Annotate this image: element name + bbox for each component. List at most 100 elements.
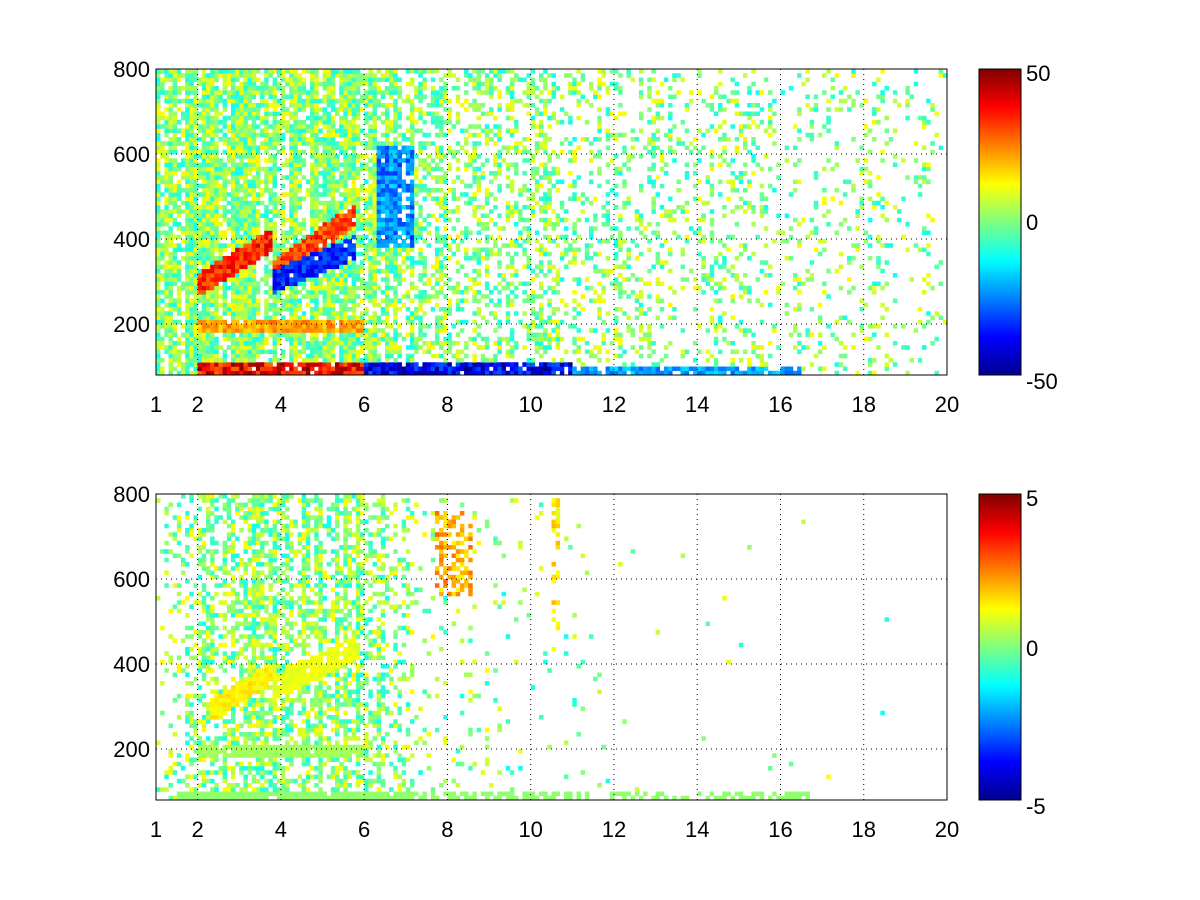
- heatmap-cell: [168, 251, 173, 257]
- heatmap-cell: [214, 230, 219, 236]
- heatmap-cell: [193, 285, 198, 291]
- heatmap-cell: [243, 234, 248, 240]
- heatmap-cell: [160, 247, 165, 253]
- heatmap-cell: [255, 247, 261, 253]
- heatmap-cell: [310, 247, 315, 253]
- heatmap-cell: [368, 370, 373, 376]
- heatmap-cell: [480, 366, 486, 372]
- heatmap-cell: [230, 302, 236, 308]
- heatmap-cell: [493, 328, 498, 333]
- heatmap-cell: [601, 332, 606, 338]
- heatmap-cell: [247, 192, 253, 197]
- heatmap-cell: [393, 217, 398, 223]
- heatmap-cell: [418, 370, 423, 376]
- heatmap-cell: [168, 311, 173, 316]
- heatmap-cell: [443, 209, 448, 214]
- heatmap-cell: [156, 94, 161, 100]
- heatmap-cell: [505, 107, 511, 112]
- heatmap-cell: [351, 124, 357, 129]
- heatmap-cell: [355, 77, 361, 83]
- heatmap-cell: [434, 370, 440, 376]
- heatmap-cell: [226, 324, 232, 329]
- heatmap-cell: [260, 188, 265, 193]
- heatmap-cell: [409, 205, 415, 210]
- heatmap-cell: [539, 98, 544, 104]
- heatmap-cell: [397, 366, 402, 372]
- heatmap-cell: [222, 230, 228, 236]
- heatmap-cell: [293, 277, 298, 282]
- heatmap-cell: [210, 311, 215, 316]
- heatmap-cell: [476, 366, 482, 372]
- heatmap-cell: [201, 154, 207, 159]
- heatmap-cell: [297, 200, 303, 206]
- heatmap-cell: [443, 243, 448, 248]
- heatmap-cell: [393, 294, 398, 299]
- heatmap-cell: [372, 277, 377, 282]
- heatmap-cell: [455, 332, 461, 338]
- heatmap-cell: [355, 141, 361, 146]
- heatmap-cell: [347, 98, 352, 104]
- heatmap-cell: [539, 345, 544, 350]
- heatmap-cell: [197, 230, 203, 236]
- heatmap-cell: [489, 362, 494, 367]
- heatmap-cell: [322, 98, 327, 104]
- heatmap-cell: [326, 256, 332, 261]
- heatmap-cell: [547, 285, 552, 291]
- heatmap-cell: [297, 336, 303, 342]
- heatmap-cell: [576, 234, 581, 240]
- heatmap-cell: [547, 315, 552, 321]
- heatmap-cell: [355, 154, 361, 159]
- heatmap-cell: [355, 353, 361, 359]
- heatmap-cell: [393, 166, 398, 172]
- heatmap-cell: [509, 256, 515, 261]
- heatmap-cell: [260, 319, 265, 325]
- heatmap-cell: [347, 145, 352, 151]
- heatmap-cell: [205, 341, 211, 346]
- heatmap-cell: [222, 234, 228, 240]
- heatmap-cell: [214, 179, 219, 185]
- heatmap-cell: [218, 243, 223, 248]
- heatmap-cell: [310, 341, 315, 346]
- heatmap-cell: [355, 205, 361, 210]
- heatmap-cell: [347, 345, 352, 350]
- heatmap-cell: [418, 188, 423, 193]
- heatmap-cell: [247, 103, 253, 108]
- heatmap-cell: [251, 345, 257, 350]
- heatmap-cell: [397, 179, 402, 185]
- heatmap-cell: [368, 264, 373, 270]
- heatmap-cell: [455, 298, 461, 304]
- heatmap-cell: [526, 111, 531, 117]
- heatmap-cell: [201, 264, 207, 270]
- heatmap-cell: [455, 120, 461, 125]
- heatmap-cell: [297, 370, 303, 376]
- heatmap-cell: [260, 234, 265, 240]
- heatmap-cell: [310, 366, 315, 372]
- heatmap-cell: [264, 290, 269, 295]
- heatmap-cell: [347, 319, 352, 325]
- heatmap-cell: [609, 81, 615, 87]
- heatmap-cell: [380, 179, 386, 185]
- heatmap-cell: [418, 86, 423, 91]
- heatmap-cell: [563, 239, 569, 244]
- heatmap-cell: [205, 141, 211, 146]
- heatmap-cell: [214, 175, 219, 180]
- heatmap-cell: [580, 77, 586, 83]
- heatmap-cell: [434, 188, 440, 193]
- heatmap-cell: [218, 175, 223, 180]
- heatmap-cell: [330, 90, 336, 95]
- heatmap-cell: [335, 298, 340, 304]
- heatmap-cell: [343, 277, 348, 282]
- heatmap-cell: [205, 370, 211, 376]
- heatmap-cell: [330, 251, 336, 257]
- heatmap-cell: [376, 196, 382, 202]
- heatmap-cell: [347, 370, 352, 376]
- heatmap-cell: [368, 273, 373, 278]
- heatmap-cell: [305, 115, 311, 121]
- heatmap-cell: [293, 73, 298, 78]
- heatmap-cell: [539, 324, 544, 329]
- heatmap-cell: [264, 307, 269, 312]
- heatmap-cell: [372, 298, 377, 304]
- heatmap-cell: [434, 166, 440, 172]
- heatmap-cell: [243, 205, 248, 210]
- heatmap-cell: [347, 290, 352, 295]
